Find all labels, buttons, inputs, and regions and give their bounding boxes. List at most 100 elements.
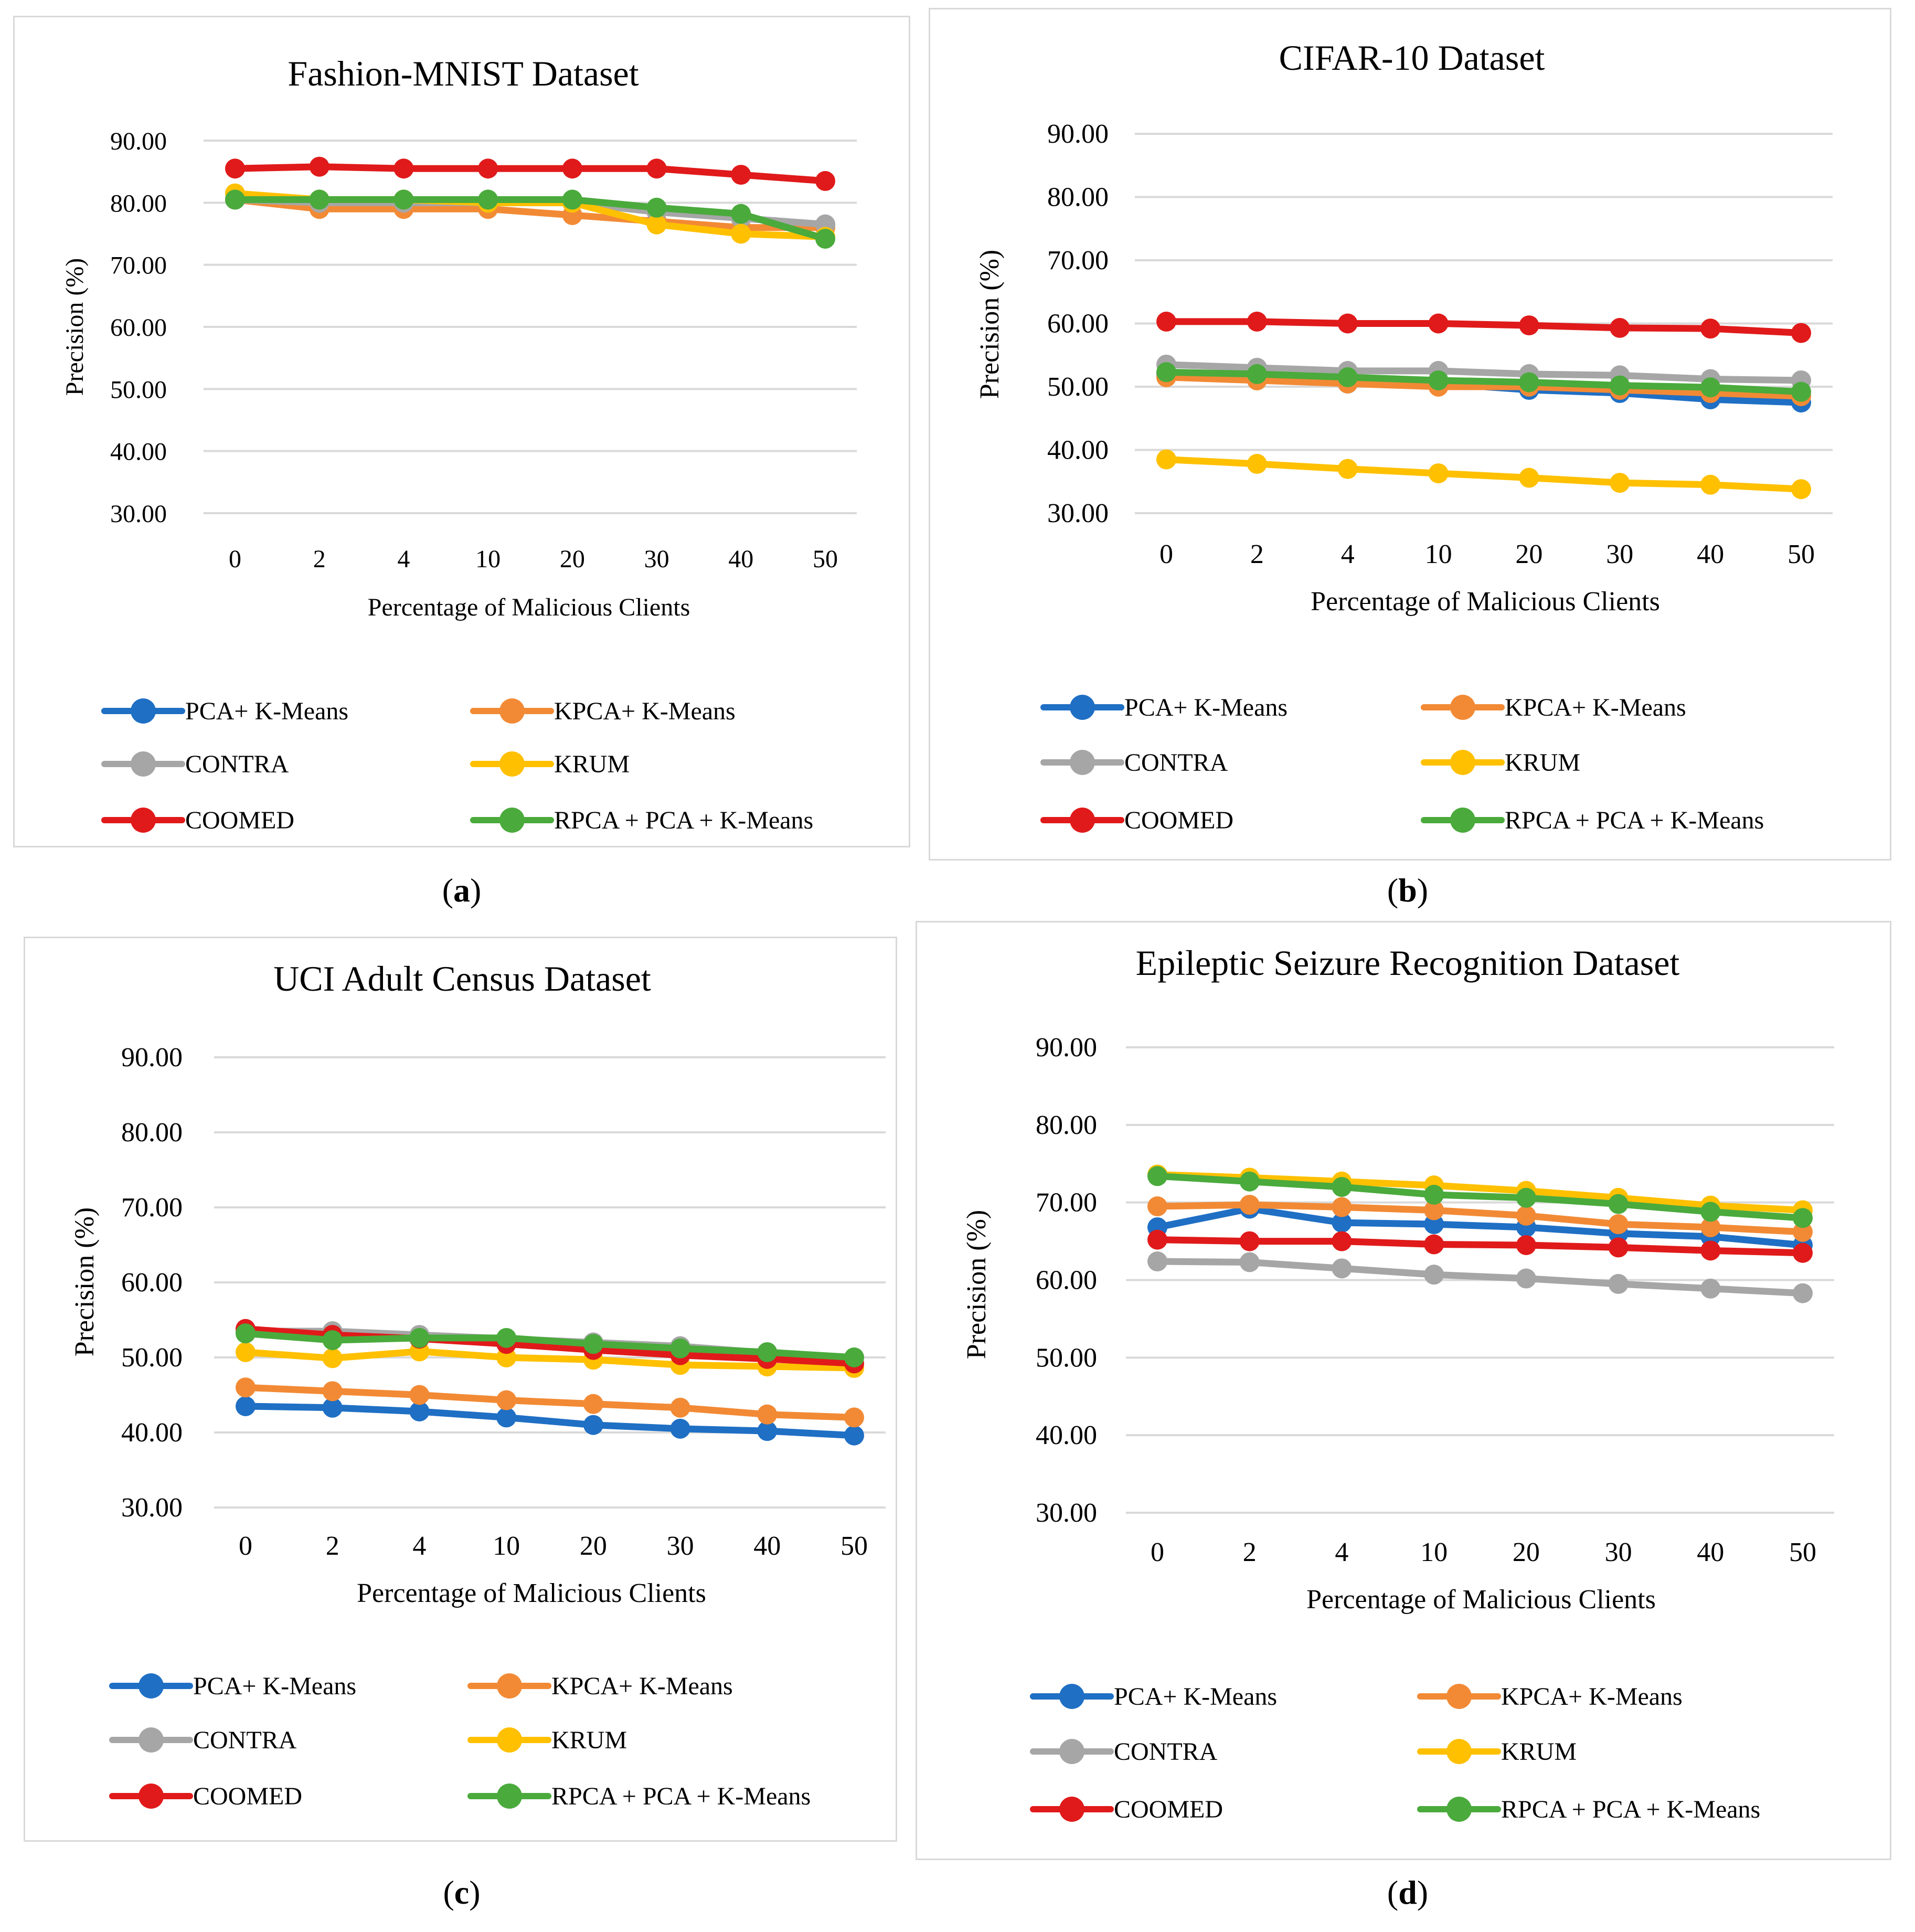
x-tick-label: 2 xyxy=(1250,539,1264,569)
legend-item-coomed: COOMED xyxy=(101,804,294,836)
data-point xyxy=(1791,381,1811,402)
chart-panel-d: Epileptic Seizure Recognition Dataset 30.… xyxy=(916,921,1891,1860)
data-point xyxy=(1428,370,1449,390)
data-point xyxy=(1793,1283,1813,1303)
data-point xyxy=(1424,1265,1444,1285)
data-point xyxy=(1608,1214,1629,1235)
legend-item-krum: KRUM xyxy=(470,748,630,780)
data-point xyxy=(236,1396,256,1416)
legend-label: PCA+ K-Means xyxy=(193,1672,357,1700)
series-line xyxy=(1163,456,1805,493)
data-point xyxy=(1700,1202,1721,1222)
data-point xyxy=(815,228,835,249)
x-tick-label: 2 xyxy=(1243,1537,1257,1567)
y-tick-label: 80.00 xyxy=(110,189,167,217)
x-tick-label: 10 xyxy=(493,1531,520,1561)
data-point xyxy=(1239,1252,1260,1272)
series-line xyxy=(1154,1201,1806,1236)
series-krum xyxy=(1156,449,1811,500)
line-chart-b: CIFAR-10 Dataset 30.00 40.00 50.00 60.00 70.0… xyxy=(975,38,1833,617)
data-point xyxy=(1700,1240,1721,1261)
x-axis-label: Percentage of Malicious Clients xyxy=(1306,1585,1656,1615)
data-point xyxy=(646,158,667,179)
x-tick-label: 0 xyxy=(229,545,241,573)
series-line xyxy=(1163,361,1805,384)
line-chart-a: Fashion-MNIST Dataset 30.00 40.00 50.00 60.0… xyxy=(61,54,857,621)
data-point xyxy=(1428,313,1449,334)
data-point xyxy=(562,158,582,179)
data-point xyxy=(1700,474,1721,495)
data-point xyxy=(1700,377,1721,398)
data-point xyxy=(1610,317,1630,338)
data-point xyxy=(1147,1166,1167,1186)
data-point xyxy=(236,1377,256,1398)
data-point xyxy=(322,1330,343,1351)
x-tick-label: 50 xyxy=(813,545,838,573)
caption-c: (c) xyxy=(443,1874,481,1911)
y-tick-label: 70.00 xyxy=(1036,1188,1097,1218)
legend-label: COOMED xyxy=(1124,806,1234,834)
data-point xyxy=(393,189,414,210)
data-point xyxy=(409,1328,430,1348)
legend-item-kpca-kmeans: KPCA+ K-Means xyxy=(1421,692,1686,723)
series-rpca-pca-k-means xyxy=(1156,362,1811,402)
legend-label: COOMED xyxy=(193,1782,303,1810)
data-point xyxy=(844,1347,864,1367)
series-line xyxy=(1154,1236,1806,1257)
data-point xyxy=(646,197,667,218)
series-coomed xyxy=(1147,1229,1813,1263)
legend-item-kpca-kmeans: KPCA+ K-Means xyxy=(467,1670,733,1702)
y-tick-label: 90.00 xyxy=(110,128,167,155)
data-point xyxy=(393,158,414,179)
data-point xyxy=(309,189,329,210)
data-point xyxy=(1519,468,1539,488)
data-point xyxy=(1247,311,1267,332)
x-tick-label: 40 xyxy=(728,545,753,573)
legend-item-coomed: COOMED xyxy=(1040,804,1233,836)
data-point xyxy=(1793,1208,1813,1228)
legend-item-krum: KRUM xyxy=(1417,1736,1577,1767)
data-point xyxy=(1337,367,1358,387)
data-point xyxy=(1337,459,1358,479)
x-tick-label: 4 xyxy=(1341,539,1355,569)
series-kpca-k-means xyxy=(236,1377,864,1428)
y-tick-label: 80.00 xyxy=(1036,1110,1097,1140)
x-tick-label: 50 xyxy=(1788,539,1815,569)
y-tick-label: 40.00 xyxy=(1036,1420,1097,1450)
data-point xyxy=(1793,1222,1813,1242)
y-tick-label: 60.00 xyxy=(1036,1266,1097,1296)
series-line xyxy=(242,1403,858,1439)
y-tick-label: 60.00 xyxy=(110,314,167,342)
data-point xyxy=(309,156,329,177)
data-point xyxy=(731,204,751,224)
data-point xyxy=(1239,1231,1260,1251)
data-point xyxy=(646,214,667,235)
series-coomed xyxy=(225,156,835,191)
data-point xyxy=(225,158,245,179)
data-point xyxy=(1332,1197,1352,1217)
x-tick-label: 20 xyxy=(580,1531,607,1561)
data-point xyxy=(1332,1258,1352,1279)
legend-label: KPCA+ K-Means xyxy=(551,1672,733,1700)
legend-label: RPCA + PCA + K-Means xyxy=(554,806,814,834)
y-tick-label: 70.00 xyxy=(1047,246,1109,275)
y-tick-label: 50.00 xyxy=(1047,372,1109,402)
x-tick-label: 0 xyxy=(239,1531,252,1561)
legend-label: KRUM xyxy=(554,750,630,778)
data-point xyxy=(583,1394,603,1414)
y-tick-label: 30.00 xyxy=(1047,498,1109,528)
series-rpca-pca-k-means xyxy=(236,1323,864,1367)
x-tick-label: 50 xyxy=(841,1531,868,1561)
data-point xyxy=(583,1334,603,1354)
x-tick-label: 10 xyxy=(1420,1537,1448,1567)
legend-label: RPCA + PCA + K-Means xyxy=(1501,1795,1761,1823)
line-chart-d: Epileptic Seizure Recognition Dataset 30.… xyxy=(962,943,1834,1615)
series-line xyxy=(1163,368,1805,396)
data-point xyxy=(1147,1251,1167,1272)
legend-label: COOMED xyxy=(1114,1795,1224,1823)
legend-item-kpca-kmeans: KPCA+ K-Means xyxy=(1417,1681,1683,1712)
data-point xyxy=(1332,1213,1352,1233)
legend-item-rpca-pca-kmeans: RPCA + PCA + K-Means xyxy=(1421,804,1764,836)
series-rpca-pca-k-means xyxy=(225,189,835,249)
y-tick-label: 90.00 xyxy=(1047,119,1109,149)
